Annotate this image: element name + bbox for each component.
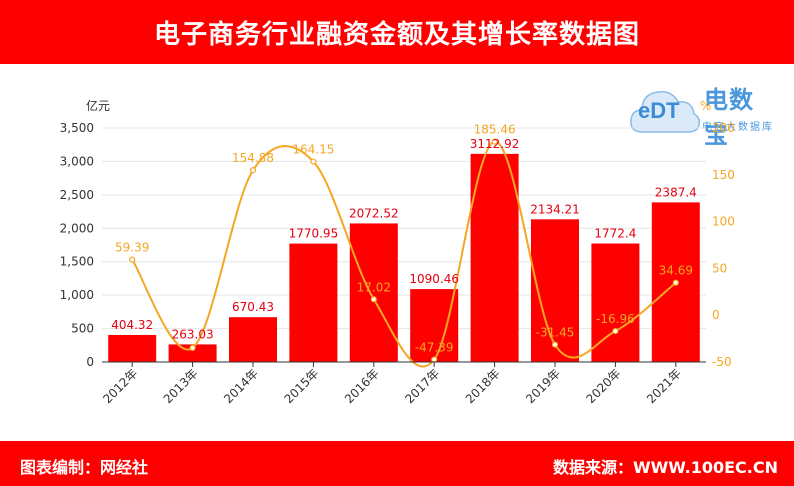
y2-tick-label: 100 bbox=[712, 215, 735, 229]
y-tick-label: 500 bbox=[71, 322, 94, 336]
line-point bbox=[491, 138, 498, 145]
x-tick-label: 2018年 bbox=[463, 366, 503, 406]
combo-chart: 404.32 263.03 670.43 1770.95 2072.52 1090.46 3… bbox=[60, 98, 735, 406]
bar-value-label: 404.32 bbox=[111, 318, 153, 332]
y2-tick-label: 150 bbox=[712, 168, 735, 182]
bar-series bbox=[108, 153, 700, 362]
y-tick-label: 1,500 bbox=[60, 255, 94, 269]
line-value-label: -16.96 bbox=[596, 312, 635, 326]
bar-value-label: 3112.92 bbox=[470, 137, 520, 151]
chart-title: 电子商务行业融资金额及其增长率数据图 bbox=[153, 19, 640, 50]
y-tick-label: 2,000 bbox=[60, 221, 94, 235]
line-value-label: -31.45 bbox=[536, 326, 575, 340]
y2-axis-unit: % bbox=[700, 99, 711, 113]
y2-tick-label: 0 bbox=[712, 308, 720, 322]
x-tick-label: 2017年 bbox=[402, 366, 442, 406]
line-value-label: 34.69 bbox=[659, 264, 693, 278]
bar bbox=[470, 153, 519, 362]
y-axis-unit: 亿元 bbox=[86, 98, 110, 113]
footer-credit: 图表编制：网经社 bbox=[20, 458, 149, 477]
growth-line bbox=[131, 140, 677, 368]
line-point bbox=[129, 256, 136, 263]
line-point bbox=[612, 327, 619, 335]
x-tick-label: 2013年 bbox=[161, 366, 201, 406]
bar bbox=[168, 344, 217, 362]
line-point bbox=[310, 158, 317, 165]
x-tick-label: 2021年 bbox=[644, 366, 684, 406]
logo-sub-text: 电商大数据库 bbox=[702, 122, 774, 133]
line-point bbox=[249, 167, 257, 174]
x-tick-label: 2016年 bbox=[342, 366, 382, 406]
bar bbox=[349, 223, 398, 362]
y-tick-label: 0 bbox=[86, 355, 94, 369]
x-tick-label: 2019年 bbox=[523, 366, 563, 406]
x-tick-label: 2014年 bbox=[221, 366, 261, 406]
bar-value-label: 263.03 bbox=[172, 327, 214, 341]
bar-value-label: 1772.4 bbox=[594, 227, 636, 241]
logo-main-text: 电数宝 bbox=[704, 86, 754, 149]
x-tick-label: 2012年 bbox=[100, 366, 140, 406]
line-point bbox=[672, 279, 679, 286]
line-value-label: 59.39 bbox=[115, 241, 149, 255]
line-point bbox=[551, 341, 559, 348]
bar bbox=[289, 243, 338, 362]
line-series bbox=[129, 138, 679, 368]
line-point bbox=[370, 296, 377, 303]
logo: eDT 电数宝 电商大数据库 bbox=[628, 74, 778, 149]
bar-value-label: 2134.21 bbox=[530, 202, 580, 216]
y-tick-label: 3,500 bbox=[60, 121, 94, 135]
bar-value-label: 1090.46 bbox=[409, 272, 459, 286]
bar-value-label: 1770.95 bbox=[289, 227, 339, 241]
logo-mark: eDT bbox=[638, 98, 680, 123]
bar bbox=[410, 289, 459, 362]
y-tick-label: 2,500 bbox=[60, 188, 94, 202]
bar-value-label: 2387.4 bbox=[655, 185, 697, 199]
footer-banner: 图表编制：网经社 数据来源：WWW.100EC.CN bbox=[0, 441, 794, 486]
y-tick-label: 3,000 bbox=[60, 154, 94, 168]
bar-value-label: 2072.52 bbox=[349, 206, 399, 220]
line-value-label: 185.46 bbox=[474, 123, 516, 137]
x-tick-label: 2020年 bbox=[584, 366, 624, 406]
chart-title-banner: 电子商务行业融资金额及其增长率数据图 bbox=[0, 0, 794, 64]
y2-tick-label: 50 bbox=[712, 261, 727, 275]
line-value-label: 17.02 bbox=[357, 280, 391, 294]
line-point bbox=[189, 344, 196, 352]
data-labels: 404.32 263.03 670.43 1770.95 2072.52 1090.46 3… bbox=[111, 123, 697, 355]
line-point bbox=[431, 356, 438, 363]
footer-source: 数据来源：WWW.100EC.CN bbox=[552, 458, 778, 477]
y2-tick-label: 200 bbox=[712, 121, 735, 135]
line-value-label: 164.15 bbox=[292, 143, 334, 157]
y2-tick-label: -50 bbox=[712, 355, 732, 369]
bar bbox=[108, 334, 157, 362]
bar bbox=[229, 317, 277, 362]
bar-value-label: 670.43 bbox=[232, 300, 274, 314]
line-value-label: 154.88 bbox=[232, 151, 274, 165]
x-tick-label: 2015年 bbox=[282, 366, 322, 406]
y-tick-label: 1,000 bbox=[60, 288, 94, 302]
line-value-label: -47.39 bbox=[415, 341, 454, 355]
bar bbox=[531, 219, 579, 362]
